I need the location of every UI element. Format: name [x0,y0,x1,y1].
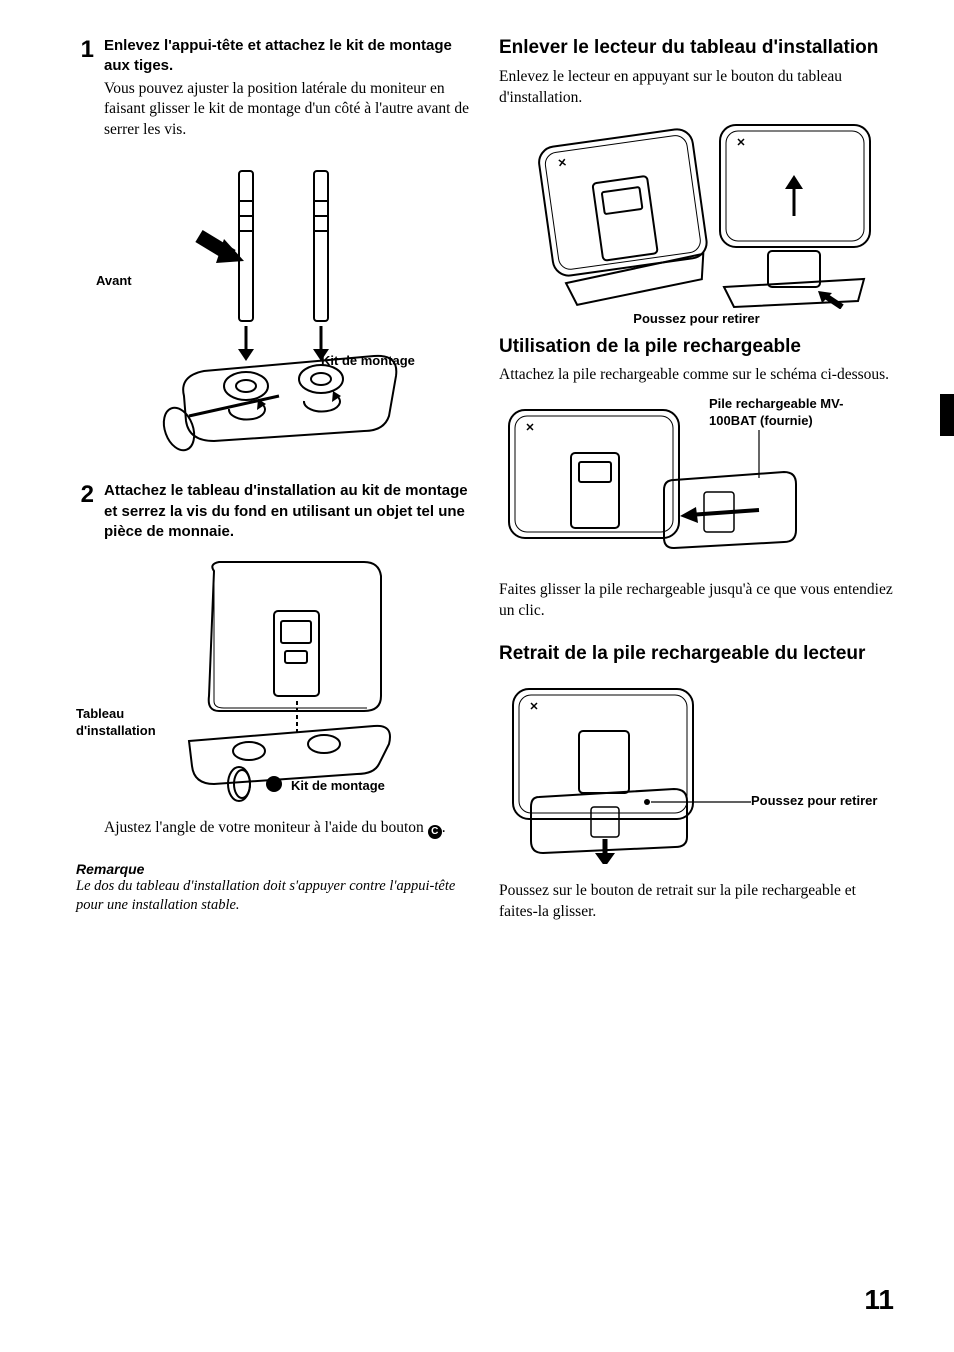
text-battery-use-1: Attachez la pile rechargeable comme sur … [499,365,894,386]
left-column: 1 Enlevez l'appui-tête et attachez le ki… [76,36,471,923]
label-avant: Avant [96,273,132,290]
text-battery-use-2: Faites glisser la pile rechargeable jusq… [499,580,894,622]
figure-step1: Avant Kit de montage [76,161,471,461]
label-push-remove-2: Poussez pour retirer [751,793,891,810]
right-column: Enlever le lecteur du tableau d'installa… [499,36,894,923]
text-remove-player: Enlevez le lecteur en appuyant sur le bo… [499,67,894,109]
heading-remove-player: Enlever le lecteur du tableau d'installa… [499,36,894,61]
step-1-title: Enlevez l'appui-tête et attachez le kit … [104,36,471,77]
step-1: 1 Enlevez l'appui-tête et attachez le ki… [76,36,471,141]
page-number: 11 [864,1284,894,1316]
label-battery-model: Pile rechargeable MV-100BAT (fournie) [709,396,859,430]
step2-angle-text: Ajustez l'angle de votre moniteur à l'ai… [76,818,471,839]
angle-button-marker: C [428,825,442,839]
figure-remove-player: Poussez pour retirer [499,119,894,319]
remarque-block: Remarque Le dos du tableau d'installatio… [76,861,471,915]
step-2: 2 Attachez le tableau d'installation au … [76,481,471,542]
step-1-body: Enlevez l'appui-tête et attachez le kit … [104,36,471,141]
figure-step2-svg: C [119,556,429,806]
two-column-layout: 1 Enlevez l'appui-tête et attachez le ki… [76,36,894,923]
text-battery-remove: Poussez sur le bouton de retrait sur la … [499,881,894,923]
step-2-body: Attachez le tableau d'installation au ki… [104,481,471,542]
step-2-title: Attachez le tableau d'installation au ki… [104,481,471,542]
heading-battery-use: Utilisation de la pile rechargeable [499,335,894,360]
figure-battery-remove: Poussez pour retirer [499,679,894,869]
page-edge-tab [940,394,954,436]
figure-step2: C Tableau d'installation Kit de montage [76,556,471,806]
label-kit-montage-2: Kit de montage [291,778,385,795]
figure-remove-player-svg [517,119,877,309]
figure-battery-remove-svg [499,679,759,864]
figure-step1-svg [124,161,424,461]
heading-battery-remove: Retrait de la pile rechargeable du lecte… [499,642,894,667]
label-kit-montage-1: Kit de montage [321,353,415,370]
step-2-number: 2 [76,481,94,542]
label-tableau-installation: Tableau d'installation [76,706,166,740]
caption-push-remove-1: Poussez pour retirer [499,311,894,326]
step2-angle-text-a: Ajustez l'angle de votre moniteur à l'ai… [104,819,428,836]
step-1-text: Vous pouvez ajuster la position latérale… [104,79,471,142]
step2-angle-text-b: . [442,819,446,836]
figure-battery-attach: Pile rechargeable MV-100BAT (fournie) [499,398,894,568]
step-1-number: 1 [76,36,94,141]
remarque-heading: Remarque [76,861,471,877]
remarque-body: Le dos du tableau d'installation doit s'… [76,877,471,915]
svg-text:C: C [270,779,278,791]
